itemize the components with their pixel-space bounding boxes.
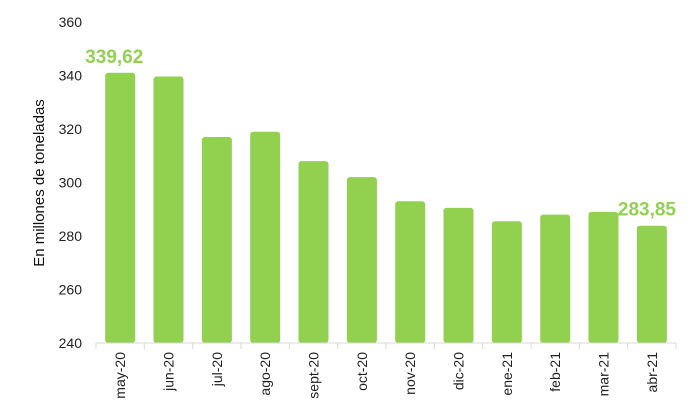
data-label-abr-21: 283,85: [618, 200, 677, 221]
bar-mar-21: [588, 211, 619, 343]
bar-may-20: [105, 72, 136, 344]
x-tick-label: oct-20: [354, 352, 370, 391]
x-tick-label: ago-20: [257, 352, 273, 396]
x-axis-ticks: may-20 jun-20 jul-20 ago-20 sept-20 oct-20 nov…: [95, 343, 677, 399]
x-tick-label: dic-20: [451, 352, 467, 390]
bar-dic-20: [443, 207, 474, 343]
bar-abr-21: [636, 225, 667, 343]
y-tick-label: 280: [59, 228, 83, 244]
bar-jun-20: [153, 76, 184, 343]
bar-feb-21: [540, 214, 571, 343]
y-tick-label: 360: [59, 14, 83, 30]
x-tick-label: abr-21: [644, 352, 660, 393]
x-tick-label: may-20: [112, 352, 128, 399]
x-tick-label: ene-21: [499, 352, 515, 396]
bar-nov-20: [395, 201, 426, 343]
y-tick-label: 340: [59, 68, 83, 84]
bar-sept-20: [298, 161, 329, 343]
bars: [105, 72, 667, 344]
bar-jul-20: [201, 137, 232, 343]
y-axis-title: En millones de toneladas: [31, 99, 48, 267]
x-tick-label: sept-20: [306, 352, 322, 399]
y-axis-ticks: 240 260 280 300 320 340 360: [59, 14, 83, 351]
y-tick-label: 320: [59, 121, 83, 137]
y-tick-label: 260: [59, 282, 83, 298]
y-tick-label: 300: [59, 175, 83, 191]
bar-oct-20: [346, 177, 377, 343]
y-tick-label: 240: [59, 335, 83, 351]
x-tick-label: jun-20: [161, 352, 177, 392]
bar-ago-20: [250, 131, 281, 343]
bar-ene-21: [491, 221, 522, 343]
data-label-may-20: 339,62: [85, 47, 143, 68]
x-tick-label: mar-21: [596, 352, 612, 397]
x-tick-label: feb-21: [547, 352, 563, 392]
data-labels: 339,62 283,85: [85, 47, 676, 221]
x-tick-label: nov-20: [402, 352, 418, 395]
x-tick-label: jul-20: [209, 352, 225, 387]
